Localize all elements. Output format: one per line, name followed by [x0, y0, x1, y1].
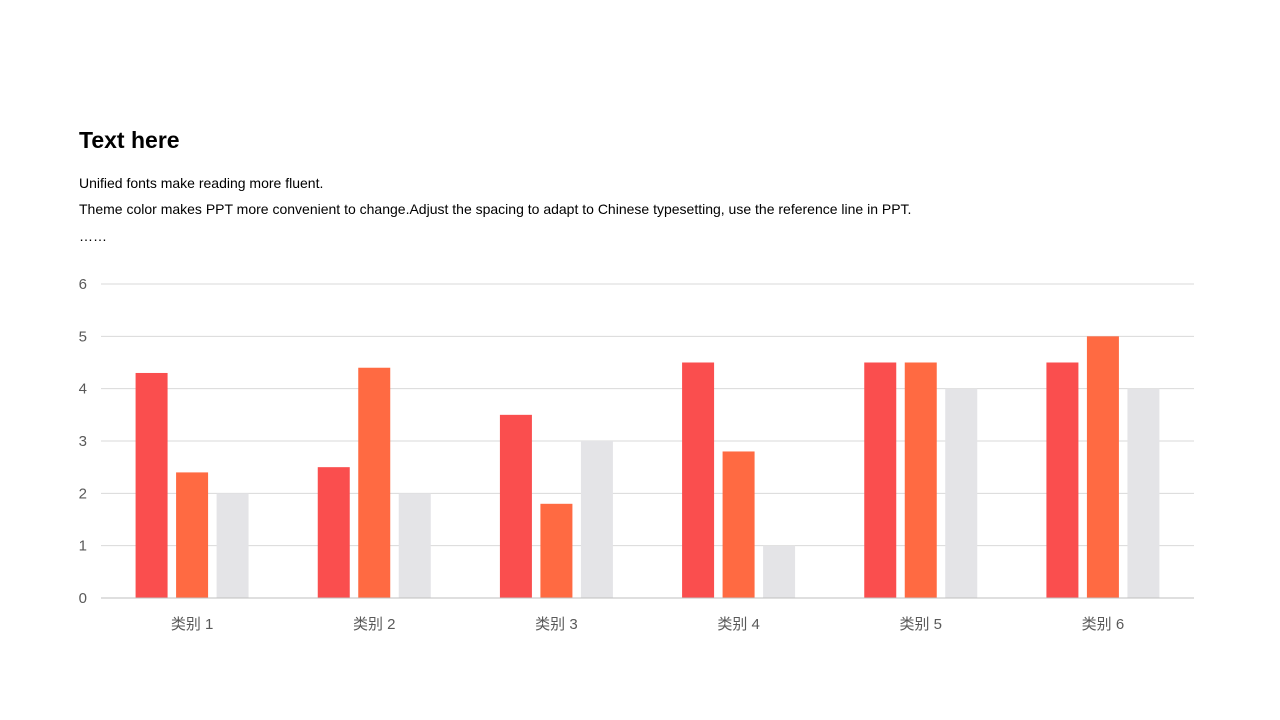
body-line-2: Theme color makes PPT more convenient to… [79, 201, 912, 217]
bar-4-series-2 [722, 451, 755, 598]
bar-2-series-2 [358, 367, 391, 598]
bar-5-series-2 [904, 362, 937, 598]
x-tick-label: 类别 3 [535, 616, 578, 633]
bar-1-series-2 [176, 472, 209, 598]
y-tick-label: 5 [79, 328, 87, 345]
body-line-1: Unified fonts make reading more fluent. [79, 175, 324, 191]
bar-6-series-3 [1127, 388, 1160, 598]
bar-2-series-1 [317, 467, 350, 598]
x-tick-label: 类别 1 [171, 616, 214, 633]
y-tick-label: 2 [79, 485, 87, 502]
bar-3-series-3 [580, 441, 613, 598]
bar-2-series-3 [398, 493, 431, 598]
bar-6-series-2 [1086, 336, 1119, 598]
body-line-3: …… [79, 228, 107, 244]
bar-6-series-1 [1046, 362, 1079, 598]
bar-1-series-1 [135, 372, 168, 598]
x-tick-label: 类别 5 [899, 616, 942, 633]
x-tick-label: 类别 2 [353, 616, 396, 633]
y-tick-label: 6 [79, 276, 87, 293]
y-tick-label: 1 [79, 538, 87, 555]
bar-5-series-3 [945, 388, 978, 598]
x-tick-label: 类别 6 [1082, 616, 1125, 633]
bar-1-series-3 [216, 493, 249, 598]
bar-3-series-2 [540, 503, 573, 598]
page-title: Text here [79, 127, 180, 153]
y-tick-label: 0 [79, 590, 87, 607]
y-tick-label: 4 [79, 381, 87, 398]
y-tick-label: 3 [79, 433, 87, 450]
x-tick-label: 类别 4 [717, 616, 760, 633]
bar-5-series-1 [864, 362, 897, 598]
bar-3-series-1 [499, 414, 532, 598]
bar-4-series-3 [763, 545, 796, 598]
bar-4-series-1 [682, 362, 715, 598]
